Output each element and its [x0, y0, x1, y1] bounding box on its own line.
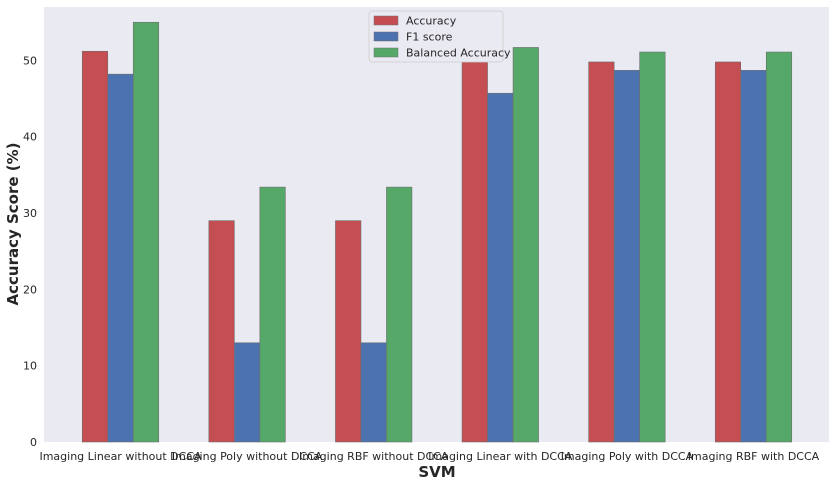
bar-accuracy-3 [461, 61, 488, 443]
bars-group [81, 21, 793, 443]
legend-label: Accuracy [406, 15, 457, 28]
bar-accuracy-5 [714, 61, 742, 443]
x-tick-label: Imaging Poly without DCCA [172, 450, 323, 463]
x-tick-label: Imaging Linear without DCCA [39, 450, 202, 463]
y-tick-label: 40 [23, 131, 37, 144]
x-tick-label: Imaging Linear with DCCA [428, 450, 573, 463]
y-tick-label: 30 [23, 207, 37, 220]
bar-f1-score-4 [613, 70, 640, 443]
bar-balanced-accuracy-1 [259, 186, 286, 443]
y-tick-label: 10 [23, 360, 37, 373]
bar-balanced-accuracy-0 [132, 21, 160, 443]
legend-label: F1 score [406, 31, 453, 44]
y-ticks-group: 0 10 20 30 40 50 [23, 54, 37, 449]
legend-label: Balanced Accuracy [406, 47, 511, 60]
legend-frame [368, 10, 504, 63]
y-axis-label: Accuracy Score (%) [4, 142, 22, 305]
bar-f1-score-0 [107, 73, 134, 443]
bar-accuracy-4 [588, 61, 615, 443]
x-axis-label: SVM [418, 463, 455, 481]
y-tick-label: 50 [23, 54, 37, 67]
bar-balanced-accuracy-4 [639, 51, 666, 443]
bar-accuracy-0 [81, 50, 109, 443]
bar-accuracy-1 [208, 220, 235, 443]
legend-swatch [373, 31, 399, 42]
x-tick-label: Imaging Poly with DCCA [561, 450, 694, 463]
bar-accuracy-2 [335, 220, 362, 443]
bar-balanced-accuracy-5 [765, 51, 793, 443]
x-tick-label: Imaging RBF with DCCA [688, 450, 820, 463]
bar-f1-score-3 [487, 92, 514, 443]
bar-balanced-accuracy-3 [512, 47, 539, 443]
bar-f1-score-1 [234, 342, 261, 443]
legend-swatch [373, 47, 399, 58]
legend: Accuracy F1 score Balanced Accuracy [368, 10, 511, 63]
bar-f1-score-2 [360, 342, 387, 443]
bar-f1-score-5 [740, 70, 767, 443]
plot-area [44, 7, 829, 442]
y-tick-label: 0 [30, 436, 37, 449]
legend-swatch [373, 15, 399, 26]
x-tick-label: Imaging RBF without DCCA [299, 450, 449, 463]
bar-balanced-accuracy-2 [386, 186, 413, 443]
y-tick-label: 20 [23, 283, 37, 296]
